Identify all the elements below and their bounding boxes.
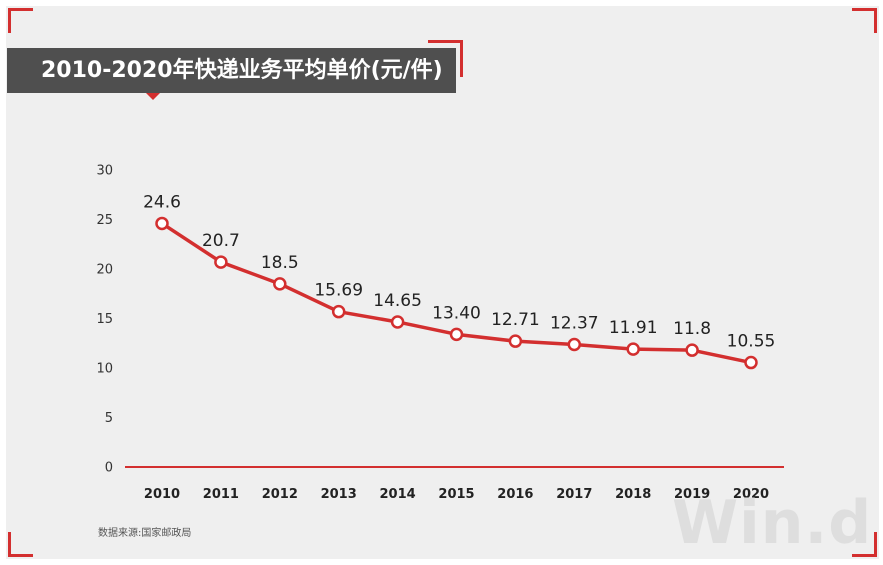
x-tick-label: 2016 xyxy=(497,487,533,502)
corner-mark-bottom-right xyxy=(852,532,877,557)
y-tick-label: 30 xyxy=(96,164,113,179)
data-point xyxy=(273,277,287,291)
y-tick-label: 10 xyxy=(96,362,113,377)
corner-mark-bottom-left xyxy=(8,532,33,557)
x-tick-label: 2018 xyxy=(615,487,651,502)
x-tick-label: 2012 xyxy=(262,487,298,502)
data-label: 20.7 xyxy=(202,231,240,251)
y-tick-label: 0 xyxy=(105,461,113,476)
chart-title: 2010-2020年快递业务平均单价(元/件) xyxy=(7,48,456,93)
data-label: 12.71 xyxy=(491,310,540,330)
data-label: 12.37 xyxy=(550,314,599,334)
x-tick-label: 2019 xyxy=(674,487,710,502)
data-point xyxy=(449,327,464,342)
data-label: 18.5 xyxy=(261,253,299,273)
y-axis-ticks: 0 5 10 15 20 25 30 xyxy=(96,164,113,476)
data-label: 11.91 xyxy=(609,318,658,338)
title-accent-frame xyxy=(428,40,463,77)
data-label: 10.55 xyxy=(727,332,776,352)
data-label: 24.6 xyxy=(143,192,181,212)
data-point xyxy=(331,304,346,319)
data-labels: 24.6 20.7 18.5 15.69 14.65 13.40 12.71 12.37 11.… xyxy=(143,192,775,351)
x-tick-label: 2020 xyxy=(733,487,769,502)
data-label: 13.40 xyxy=(432,303,481,323)
x-tick-label: 2017 xyxy=(556,487,592,502)
data-label: 11.8 xyxy=(673,319,711,339)
x-tick-label: 2013 xyxy=(321,487,357,502)
title-notch xyxy=(146,93,160,100)
y-tick-label: 20 xyxy=(96,263,113,278)
y-tick-label: 5 xyxy=(105,411,113,426)
data-point xyxy=(155,216,169,231)
data-point xyxy=(567,337,582,352)
series-line xyxy=(161,221,752,365)
x-tick-label: 2011 xyxy=(203,487,239,502)
y-tick-label: 25 xyxy=(96,213,113,228)
x-axis-ticks: 2010 2011 2012 2013 2014 2015 2016 2017 2018 2019… xyxy=(144,487,769,502)
data-point xyxy=(744,355,758,370)
corner-mark-top-right xyxy=(852,8,877,33)
x-tick-label: 2010 xyxy=(144,487,180,502)
data-label: 14.65 xyxy=(373,291,422,311)
x-tick-label: 2014 xyxy=(380,487,416,502)
corner-mark-top-left xyxy=(8,8,33,33)
data-point xyxy=(390,315,405,329)
data-points xyxy=(155,216,758,370)
source-note: 数据来源:国家邮政局 xyxy=(98,528,192,539)
watermark: Win.d xyxy=(672,488,873,558)
data-point xyxy=(685,343,699,357)
x-tick-label: 2015 xyxy=(438,487,474,502)
data-label: 15.69 xyxy=(314,281,363,301)
data-point xyxy=(626,342,640,356)
data-point xyxy=(508,334,523,348)
data-point xyxy=(214,255,228,269)
y-tick-label: 15 xyxy=(96,312,113,327)
